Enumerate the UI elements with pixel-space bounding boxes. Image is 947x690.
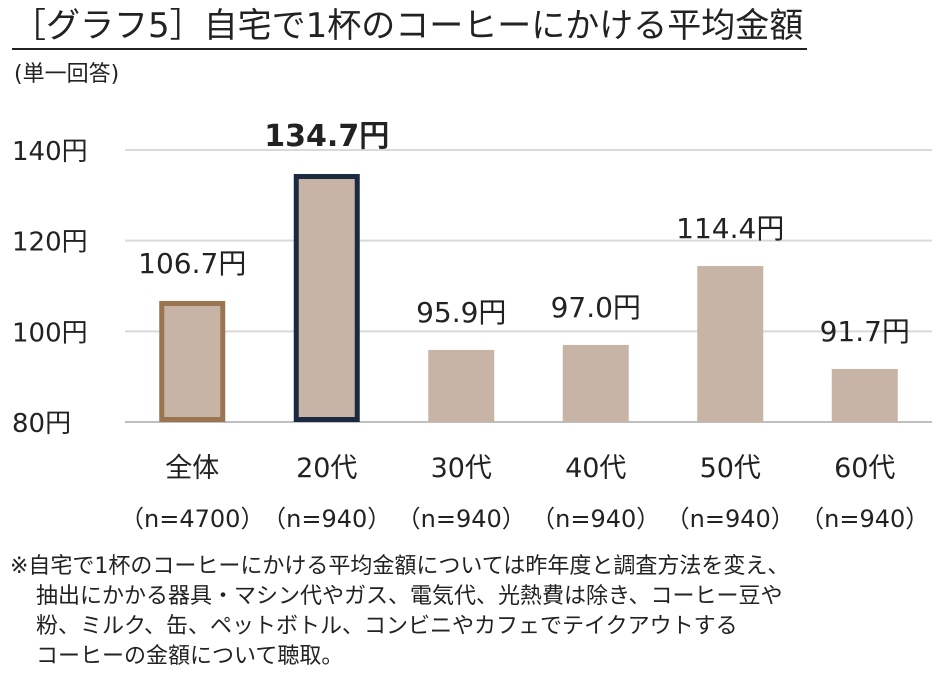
y-tick-label: 140円 [12,137,88,167]
y-tick-label: 100円 [12,318,88,348]
bar [428,349,495,422]
data-label: 106.7円 [138,247,246,280]
bar [293,174,360,422]
data-label: 114.4円 [676,212,784,245]
sample-size-label: （n=940） [666,505,795,533]
x-tick-label: 20代 [296,453,357,484]
footnote-line: 粉、ミルク、缶、ペットボトル、コンビニやカフェでテイクアウトする [36,614,738,639]
sample-size-label: （n=940） [800,505,929,533]
sample-size-label: （n=940） [262,505,391,533]
x-tick-label: 50代 [700,453,761,484]
bar [697,266,764,422]
x-tick-label: 全体 [165,453,219,484]
footnote-line: 抽出にかかる器具・マシン代やガス、電気代、光熱費は除き、コーヒー豆や [36,584,783,609]
data-label: 97.0円 [551,291,641,324]
data-label: 95.9円 [416,296,506,329]
x-tick-label: 60代 [834,453,895,484]
bar-chart: 80円 100円 120円 140円 106.7円 134.7円 95.9円 97.0円 11… [12,119,932,533]
y-tick-label: 120円 [12,228,88,258]
bar [562,344,629,422]
sample-size-label: （n=940） [531,505,660,533]
footnote-line: ※自宅で1杯のコーヒーにかける平均金額については昨年度と調査方法を変え、 [10,554,790,579]
x-tick-label: 30代 [431,453,492,484]
y-tick-label: 80円 [12,409,71,439]
data-label: 134.7円 [264,119,389,154]
bar [831,368,898,422]
x-tick-label: 40代 [565,453,626,484]
sample-size-label: （n=940） [397,505,526,533]
data-label: 91.7円 [820,315,910,348]
footnote: ※自宅で1杯のコーヒーにかける平均金額については昨年度と調査方法を変え、 抽出に… [10,552,940,672]
sample-size-label: （n=4700） [120,505,264,533]
page-title: ［グラフ5］自宅で1杯のコーヒーにかける平均金額 [12,4,808,50]
bar [159,300,226,422]
chart-subtitle: (単一回答) [14,62,120,87]
footnote-line: コーヒーの金額について聴取。 [36,644,344,669]
